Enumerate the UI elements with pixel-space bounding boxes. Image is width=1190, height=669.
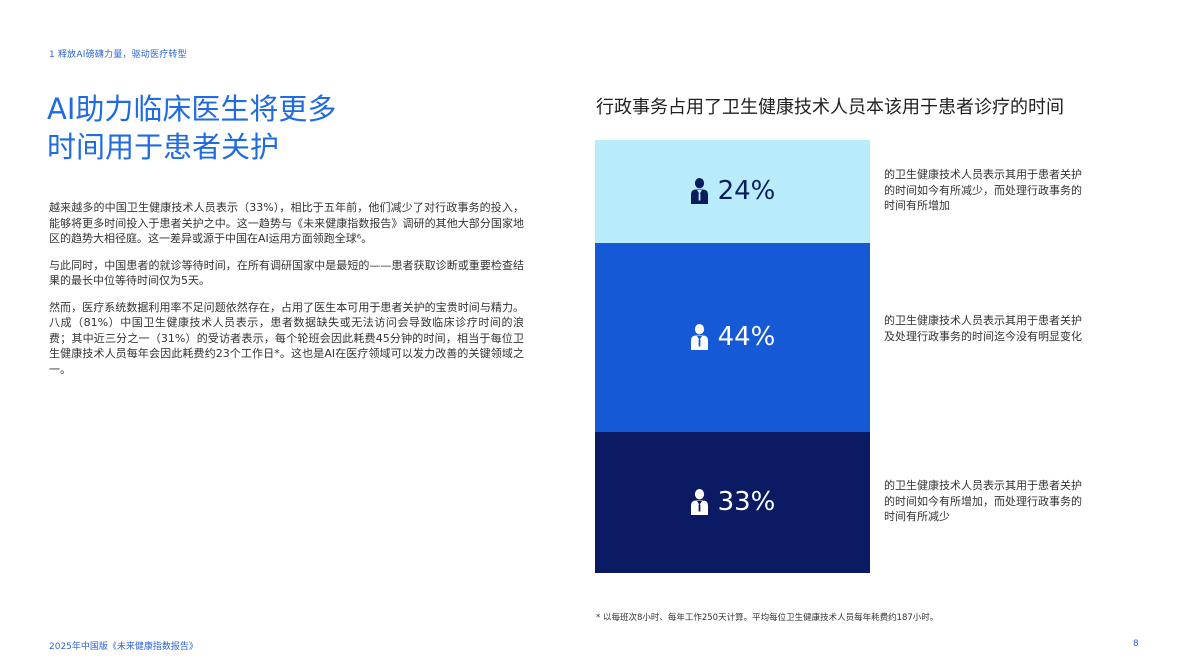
segment-label: 44% bbox=[595, 320, 870, 354]
person-icon bbox=[690, 488, 709, 516]
body-paragraph: 越来越多的中国卫生健康技术人员表示（33%），相比于五年前，他们减少了对行政事务… bbox=[49, 201, 524, 245]
page-number: 8 bbox=[1133, 639, 1139, 649]
page-title-line-1: AI助力临床医生将更多 bbox=[47, 92, 337, 126]
data-label: 33% bbox=[717, 487, 776, 518]
body-paragraph: 然而，医疗系统数据利用率不足问题依然存在，占用了医生本可用于患者关护的宝贵时间与… bbox=[49, 300, 524, 376]
breadcrumb: 1 释放AI磅礴力量，驱动医疗转型 bbox=[49, 50, 187, 60]
footer-report-title: 2025年中国版《未来健康指数报告》 bbox=[49, 642, 198, 652]
data-label: 44% bbox=[717, 322, 776, 353]
bar-segment bbox=[595, 431, 870, 573]
page-title-line-2: 时间用于患者关护 bbox=[47, 130, 280, 164]
stacked-bar-chart: 24% 44% 33% bbox=[595, 140, 870, 573]
segment-description: 的卫生健康技术人员表示其用于患者关护及处理行政事务的时间迄今没有明显变化 bbox=[884, 314, 1082, 343]
footnote: * 以每班次8小时、每年工作250天计算。平均每位卫生健康技术人员每年耗费约18… bbox=[596, 613, 939, 623]
body-text: 越来越多的中国卫生健康技术人员表示（33%），相比于五年前，他们减少了对行政事务… bbox=[49, 200, 524, 388]
bar-segment bbox=[595, 140, 870, 243]
bar-segment bbox=[595, 242, 870, 432]
page-title: AI助力临床医生将更多 时间用于患者关护 bbox=[47, 90, 467, 166]
chart-title: 行政事务占用了卫生健康技术人员本该用于患者诊疗的时间 bbox=[596, 97, 1064, 118]
segment-description: 的卫生健康技术人员表示其用于患者关护的时间如今有所减少，而处理行政事务的时间有所… bbox=[884, 168, 1082, 213]
person-icon bbox=[690, 177, 709, 205]
segment-description: 的卫生健康技术人员表示其用于患者关护的时间如今有所增加，而处理行政事务的时间有所… bbox=[884, 479, 1082, 524]
body-paragraph: 与此同时，中国患者的就诊等待时间，在所有调研国家中是最短的——患者获取诊断或重要… bbox=[49, 258, 524, 288]
segment-label: 24% bbox=[595, 174, 870, 208]
person-icon bbox=[690, 323, 709, 351]
segment-label: 33% bbox=[595, 485, 870, 519]
data-label: 24% bbox=[717, 176, 776, 207]
